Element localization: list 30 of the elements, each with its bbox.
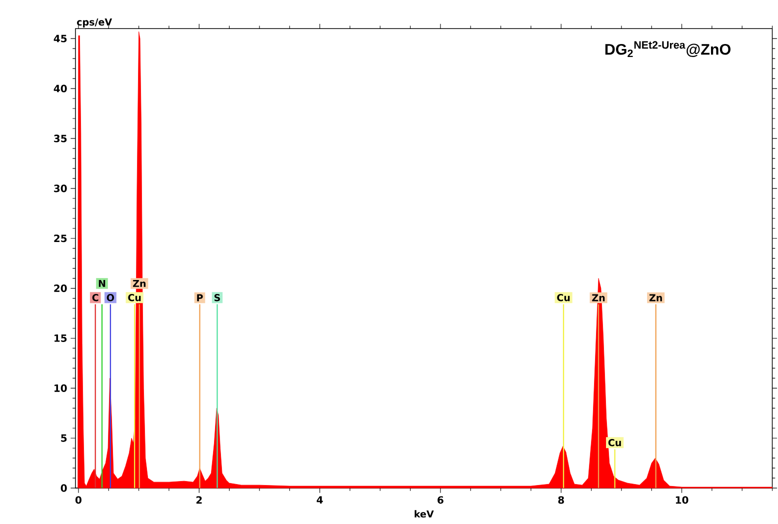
y-tick-label: 25	[54, 234, 67, 242]
x-tick-label: 6	[438, 496, 444, 504]
x-tick-label: 8	[558, 496, 564, 504]
ref-line-label: Zn	[592, 294, 605, 302]
x-tick-label: 0	[75, 496, 82, 504]
x-tick-label: 10	[676, 496, 688, 504]
y-tick-label: 5	[61, 434, 67, 442]
y-tick-label: 35	[54, 134, 67, 142]
ref-line-label: O	[106, 294, 114, 302]
y-tick-label: 40	[54, 84, 67, 92]
y-tick-label: 30	[54, 184, 67, 192]
ref-line-label: C	[92, 294, 98, 302]
y-tick-label: 10	[54, 384, 67, 392]
ref-line-label: S	[214, 294, 220, 302]
x-tick-label: 2	[196, 496, 202, 504]
y-tick-label: 0	[60, 484, 67, 492]
ref-line-label: Cu	[557, 294, 570, 302]
ref-line-label: P	[197, 294, 203, 302]
ref-line-label: Zn	[649, 294, 662, 302]
ref-line-label: Cu	[608, 438, 621, 446]
ref-line-label: N	[98, 280, 106, 287]
y-tick-label: 15	[54, 334, 67, 342]
y-axis-title: cps/eV	[77, 18, 112, 28]
y-tick-label: 45	[54, 34, 67, 42]
text: DG$_{2}$$^{NEt2-Urea}$@ZnO	[605, 41, 730, 57]
ref-line-label: Cu	[128, 294, 141, 302]
y-tick-label: 20	[54, 284, 67, 292]
ref-line-label: Zn	[132, 280, 146, 287]
x-tick-label: 4	[316, 496, 323, 504]
x-axis-title: keV	[414, 510, 434, 518]
